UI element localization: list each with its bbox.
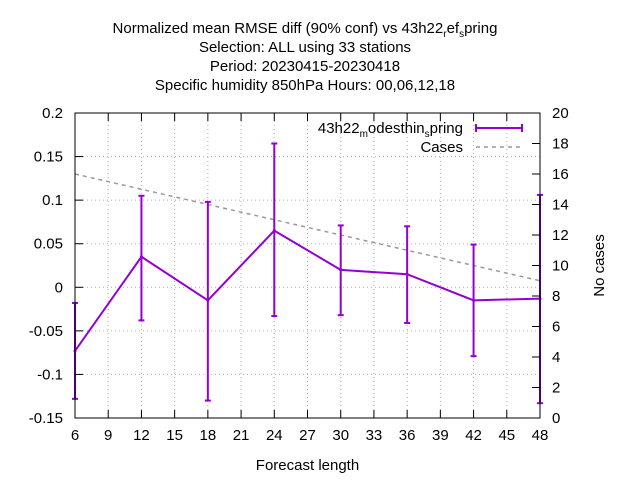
x-tick-labels: 6 9 12 15 18 21 24 27 30 33 36 39 42 45 48 — [71, 427, 549, 444]
x-tick-label: 27 — [299, 427, 316, 444]
text-part: pring — [430, 120, 463, 137]
text-part: Normalized mean RMSE diff (90% conf) vs … — [113, 20, 444, 37]
x-tick-label: 21 — [233, 427, 250, 444]
y2-tick-label: 16 — [552, 166, 569, 183]
y2-tick-label: 10 — [552, 258, 569, 275]
y2-tick-label: 6 — [552, 319, 560, 336]
y-tick-label: 0.1 — [42, 192, 63, 209]
main-line — [74, 229, 541, 352]
data-point — [472, 298, 476, 302]
y2-tick-label: 4 — [552, 349, 560, 366]
x-tick-label: 6 — [71, 427, 79, 444]
y-tick-label: 0.2 — [42, 105, 63, 122]
axis-ticks — [74, 112, 541, 419]
data-point — [339, 268, 343, 272]
title-line: Period: 20230415-20230418 — [210, 58, 400, 75]
text-part: ef — [447, 20, 460, 37]
y-tick-label: -0.15 — [29, 410, 63, 427]
title-line: Specific humidity 850hPa Hours: 00,06,12… — [155, 77, 455, 94]
legend-entry-main: 43h22modesthinspring — [318, 120, 463, 140]
x-tick-label: 30 — [332, 427, 349, 444]
title-line: Selection: ALL using 33 stations — [199, 39, 411, 56]
y2-tick-label: 8 — [552, 288, 560, 305]
x-tick-label: 39 — [432, 427, 449, 444]
y-tick-label: 0.15 — [34, 149, 63, 166]
data-point — [272, 229, 276, 233]
grid — [75, 113, 540, 418]
legend-entry-cases: Cases — [420, 139, 463, 156]
y-tick-label: 0 — [55, 279, 63, 296]
x-axis-label: Forecast length — [256, 457, 359, 474]
y2-tick-label: 20 — [552, 105, 569, 122]
subscript-text: m — [360, 129, 368, 140]
subscript-text: r — [443, 29, 447, 40]
title-line: Normalized mean RMSE diff (90% conf) vs … — [113, 20, 498, 40]
y-tick-label: 0.05 — [34, 236, 63, 253]
x-tick-label: 48 — [532, 427, 549, 444]
text-part: 43h22 — [318, 120, 360, 137]
y-tick-labels: -0.15 -0.1 -0.05 0 0.05 0.1 0.15 0.2 — [29, 105, 63, 427]
y-tick-label: -0.05 — [29, 323, 63, 340]
y2-tick-label: 12 — [552, 227, 569, 244]
subscript-text: s — [459, 29, 464, 40]
y2-tick-label: 18 — [552, 136, 569, 153]
y2-tick-label: 14 — [552, 197, 569, 214]
y2-tick-label: 2 — [552, 380, 560, 397]
y-tick-label: -0.1 — [37, 366, 63, 383]
y2-tick-labels: 0 2 4 6 8 10 12 14 16 18 20 — [552, 105, 569, 427]
x-tick-label: 24 — [266, 427, 283, 444]
y2-axis-label: No cases — [591, 234, 608, 297]
data-point — [206, 298, 210, 302]
cases-line — [74, 173, 541, 282]
x-tick-label: 36 — [399, 427, 416, 444]
cases-series — [74, 173, 541, 282]
x-tick-label: 12 — [133, 427, 150, 444]
x-tick-label: 15 — [166, 427, 183, 444]
x-tick-label: 33 — [366, 427, 383, 444]
x-tick-label: 9 — [104, 427, 112, 444]
text-part: odesthin — [368, 120, 425, 137]
x-tick-label: 18 — [200, 427, 217, 444]
chart-title: Normalized mean RMSE diff (90% conf) vs … — [113, 20, 498, 94]
y2-tick-label: 0 — [552, 410, 560, 427]
data-point — [405, 272, 409, 276]
text-part: pring — [464, 20, 497, 37]
x-tick-label: 42 — [465, 427, 482, 444]
subscript-text: s — [425, 129, 430, 140]
x-tick-label: 45 — [498, 427, 515, 444]
data-point — [139, 255, 143, 259]
